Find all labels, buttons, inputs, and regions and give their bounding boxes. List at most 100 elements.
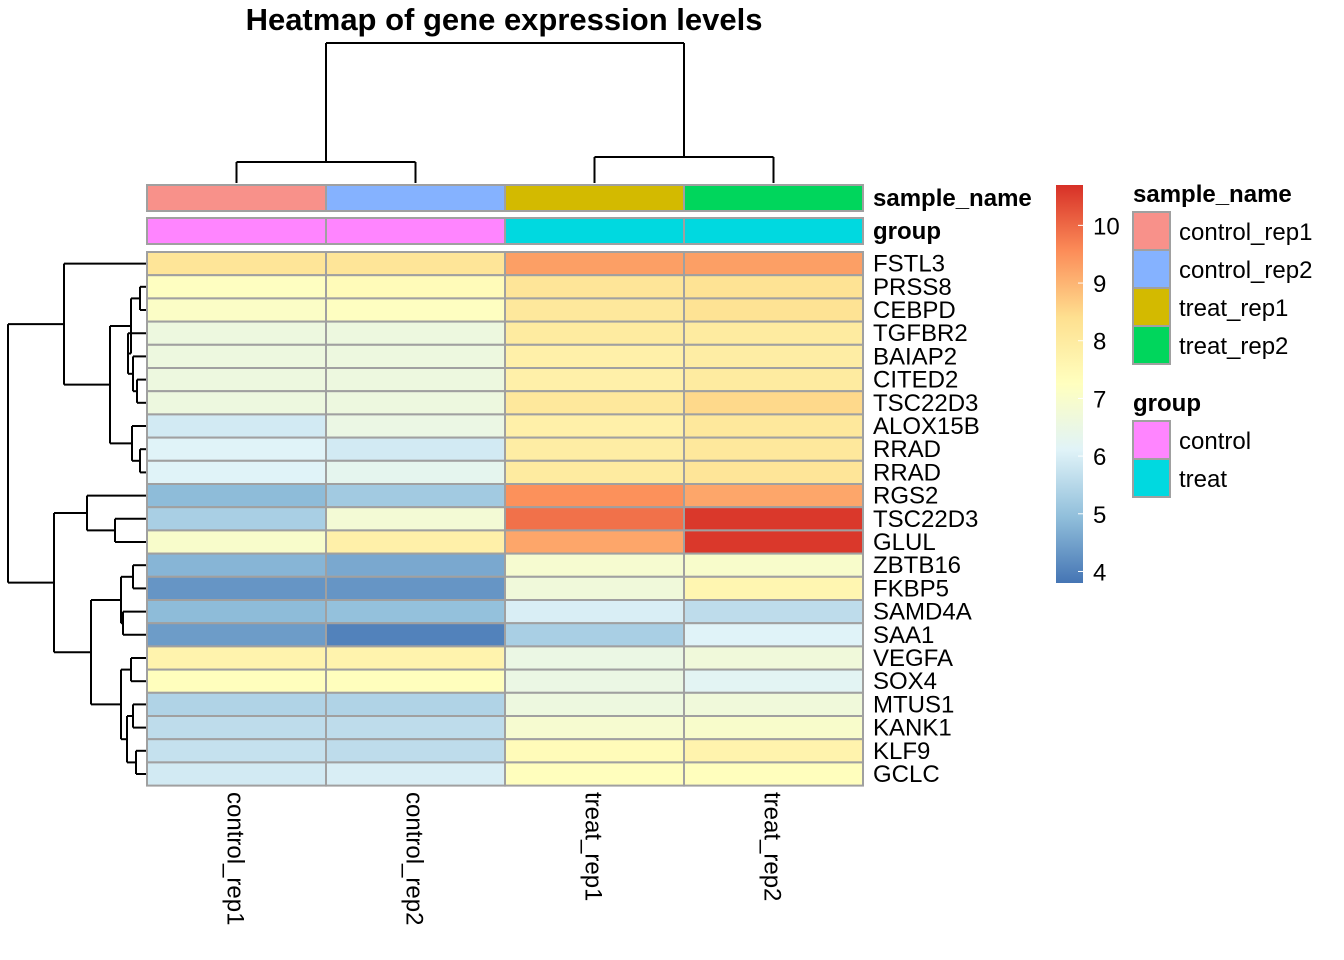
heatmap-cell (146, 436, 327, 462)
heatmap-cell (146, 367, 327, 393)
heatmap-cell (683, 575, 864, 601)
heatmap-cell (683, 483, 864, 509)
annotation-label-sample-name: sample_name (873, 185, 1032, 212)
heatmap-cell (683, 622, 864, 648)
legend-swatch (1132, 287, 1171, 327)
color-scale-bar (1056, 185, 1083, 583)
heatmap-cell (325, 575, 506, 601)
row-label: TSC22D3 (873, 390, 978, 417)
heatmap-cell (146, 622, 327, 648)
heatmap-cell (146, 506, 327, 532)
heatmap-cell (146, 738, 327, 764)
heatmap-cell (683, 413, 864, 439)
heatmap-cell (325, 297, 506, 323)
annotation-cell-group (683, 217, 864, 245)
heatmap-cell (325, 506, 506, 532)
heatmap-cell (325, 251, 506, 277)
heatmap-cell (683, 320, 864, 346)
heatmap-cell (325, 459, 506, 485)
heatmap-cell (683, 715, 864, 741)
heatmap-cell (683, 691, 864, 717)
annotation-cell-sample-name (683, 184, 864, 212)
heatmap-cell (504, 459, 685, 485)
annotation-cell-group (325, 217, 506, 245)
heatmap-cell (683, 761, 864, 787)
row-label: SOX4 (873, 668, 937, 695)
heatmap-cell (325, 645, 506, 671)
annotation-cell-sample-name (325, 184, 506, 212)
row-dendrogram (7, 262, 147, 775)
legend-label: control_rep1 (1179, 219, 1312, 246)
heatmap-cell (325, 668, 506, 694)
row-label: RGS2 (873, 483, 938, 510)
heatmap-cell (325, 390, 506, 416)
row-label: VEGFA (873, 645, 953, 672)
heatmap-cell (325, 552, 506, 578)
heatmap-cell (146, 599, 327, 625)
legend-label: treat (1179, 466, 1227, 493)
row-label: FSTL3 (873, 251, 945, 278)
heatmap-cell (504, 529, 685, 555)
row-label: ZBTB16 (873, 552, 961, 579)
column-label: treat_rep1 (580, 792, 607, 901)
row-label: CITED2 (873, 367, 958, 394)
heatmap-cell (504, 622, 685, 648)
legend-label: treat_rep2 (1179, 333, 1288, 360)
legend-title-group: group (1133, 390, 1201, 417)
heatmap-cell (146, 320, 327, 346)
heatmap-cell (325, 413, 506, 439)
legend-title-sample-name: sample_name (1133, 181, 1292, 208)
heatmap-cell (504, 552, 685, 578)
heatmap-cell (146, 715, 327, 741)
heatmap-cell (683, 343, 864, 369)
heatmap-cell (504, 436, 685, 462)
heatmap-cell (683, 506, 864, 532)
heatmap-cell (146, 390, 327, 416)
heatmap-cell (146, 552, 327, 578)
legend-swatch (1132, 249, 1171, 289)
heatmap-cell (146, 483, 327, 509)
heatmap-cell (146, 529, 327, 555)
heatmap-cell (146, 251, 327, 277)
row-label: KANK1 (873, 715, 952, 742)
heatmap-cell (146, 645, 327, 671)
heatmap-cell (683, 668, 864, 694)
row-label: CEBPD (873, 297, 956, 324)
heatmap-cell (325, 343, 506, 369)
heatmap-cell (146, 343, 327, 369)
heatmap-cell (146, 691, 327, 717)
annotation-cell-group (146, 217, 327, 245)
legend-label: control_rep2 (1179, 257, 1312, 284)
heatmap-cell (504, 761, 685, 787)
heatmap-cell (325, 529, 506, 555)
heatmap-cell (683, 529, 864, 555)
column-label: treat_rep2 (759, 792, 786, 901)
heatmap-cell (683, 552, 864, 578)
heatmap-cell (504, 320, 685, 346)
heatmap-cell (146, 459, 327, 485)
annotation-label-group: group (873, 218, 941, 245)
heatmap-cell (504, 575, 685, 601)
heatmap-cell (325, 436, 506, 462)
heatmap-cell (683, 459, 864, 485)
row-labels: FSTL3PRSS8CEBPDTGFBR2BAIAP2CITED2TSC22D3… (873, 251, 980, 788)
color-scale-tick-label: 6 (1093, 444, 1106, 471)
heatmap-cell (683, 645, 864, 671)
heatmap-cell (504, 506, 685, 532)
heatmap-cell (683, 599, 864, 625)
row-label: TGFBR2 (873, 320, 968, 347)
heatmap-cell (325, 320, 506, 346)
heatmap-cell (504, 483, 685, 509)
heatmap-cell (325, 715, 506, 741)
heatmap-cell (504, 274, 685, 300)
heatmap-cell (504, 599, 685, 625)
legend-swatch (1132, 325, 1171, 365)
color-scale-tick-label: 8 (1093, 329, 1106, 356)
color-scale-legend: 4 5 6 7 8 9 10 (1056, 185, 1120, 586)
row-label: GLUL (873, 529, 936, 556)
legend-swatch (1132, 458, 1171, 498)
row-label: FKBP5 (873, 575, 949, 602)
column-label: control_rep2 (401, 792, 428, 925)
color-scale-tick-label: 9 (1093, 271, 1106, 298)
heatmap-cell (504, 251, 685, 277)
